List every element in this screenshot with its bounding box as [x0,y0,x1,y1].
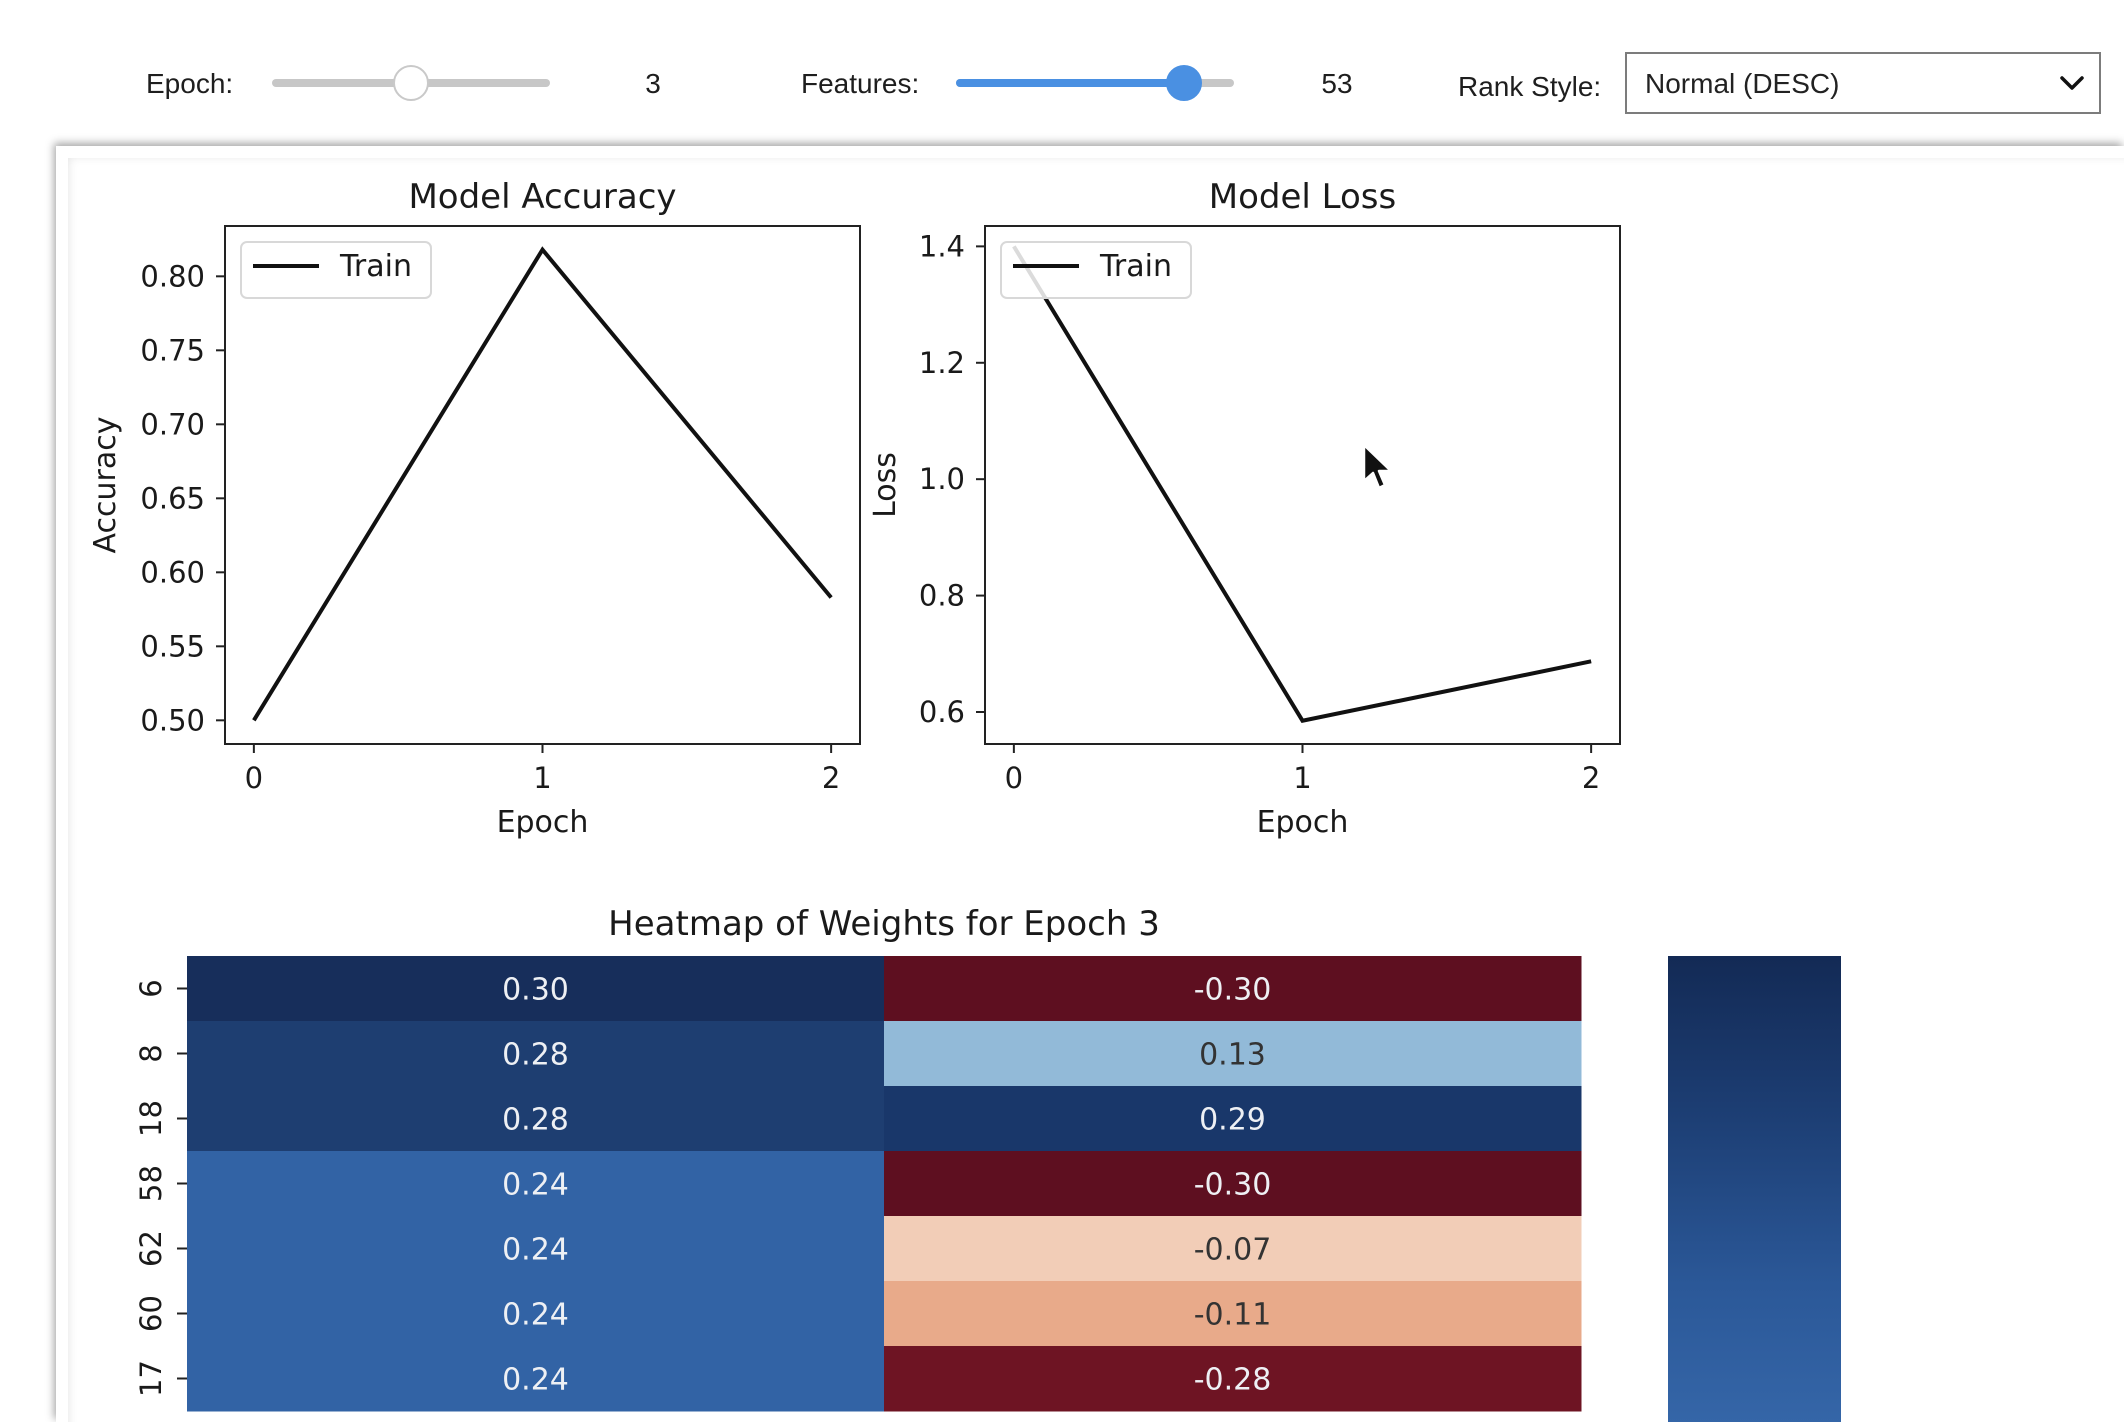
accuracy-x-ticks: 0 1 2 [245,744,840,795]
heatmap-cell [884,956,1582,1022]
mouse-cursor-icon [1362,443,1393,490]
heatmap-cells: 0.30 -0.30 0.28 0.13 0.28 0.29 0.24 -0.30 0.24 -0… [187,956,1582,1412]
heatmap-cell [187,1216,885,1282]
heatmap-cell-label: 0.24 [502,1233,569,1268]
rank-style-select[interactable]: Normal (DESC) [1625,52,2101,114]
accuracy-legend-box [240,241,432,299]
heatmap-cell [884,1151,1582,1217]
heatmap-row-label: 17 [134,1360,168,1397]
colorbar-gradient-bar [1668,956,1841,1422]
accuracy-x-tick-label: 1 [533,761,551,795]
heatmap-cell-label: 0.24 [502,1168,569,1203]
accuracy-y-ticks: 0.50 0.55 0.60 0.65 0.70 0.75 0.80 [140,259,225,737]
heatmap-cell [884,1021,1582,1087]
heatmap-cell-label: 0.28 [502,1103,569,1138]
heatmap-cell-label: 0.28 [502,1038,569,1073]
accuracy-legend: Train [240,241,432,299]
loss-x-tick-label: 2 [1582,761,1600,795]
heatmap-cell [884,1086,1582,1152]
heatmap-cell-label: -0.11 [1194,1298,1272,1333]
loss-plot-frame [984,225,1621,745]
heatmap-cell-label: -0.07 [1194,1233,1272,1268]
heatmap-row-label: 60 [134,1295,168,1332]
loss-chart-title: Model Loss [1209,177,1396,217]
loss-y-tick-label: 1.2 [919,346,965,380]
loss-x-ticks: 0 1 2 [1005,744,1600,795]
heatmap-cell [884,1346,1582,1412]
accuracy-y-label: Accuracy [88,417,123,554]
heatmap-cell-label: 0.30 [502,973,569,1008]
loss-series [1012,245,1592,723]
heatmap-cell-label: 0.24 [502,1363,569,1398]
loss-y-label: Loss [868,452,903,518]
heatmap-cell [187,1281,885,1347]
widget-controls: Epoch: 3 Features: 53 Rank Style: Normal… [0,0,2124,150]
heatmap-title: Heatmap of Weights for Epoch 3 [608,904,1160,944]
heatmap-cell [187,956,885,1022]
loss-x-tick-label: 0 [1005,761,1023,795]
epoch-value: 3 [645,68,661,99]
heatmap-cell-label: -0.28 [1194,1363,1272,1398]
accuracy-y-tick-label: 0.50 [140,703,205,737]
accuracy-legend-label: Train [339,249,412,284]
features-value: 53 [1321,68,1353,99]
features-label: Features: [801,68,920,99]
loss-x-tick-label: 1 [1293,761,1311,795]
accuracy-y-tick-label: 0.55 [140,629,205,663]
heatmap-cell-label: 0.29 [1199,1103,1266,1138]
heatmap-row-label: 8 [134,1044,168,1062]
loss-y-tick-label: 0.8 [919,579,965,613]
loss-chart: Model Loss 0.6 0.8 1.0 1.2 1.4 0 1 2 Loss Epoc… [868,177,1621,840]
loss-y-tick-label: 1.0 [919,462,965,496]
heatmap-row-label: 62 [134,1230,168,1267]
features-slider[interactable] [956,65,1234,101]
heatmap-cell [884,1281,1582,1347]
heatmap-colorbar [1668,956,1841,1422]
heatmap-cell-label: -0.30 [1194,973,1272,1008]
loss-y-tick-label: 1.4 [919,229,965,263]
heatmap-cell [187,1086,885,1152]
rank-style-label: Rank Style: [1458,71,1602,102]
heatmap-cell [187,1151,885,1217]
accuracy-series [252,246,833,722]
figure-canvas: Model Accuracy 0.500.550.600.650.700.750… [88,177,1841,1422]
heatmap-row-label: 18 [134,1100,168,1137]
loss-legend-label: Train [1099,249,1172,284]
loss-y-tick-label: 0.6 [919,695,965,729]
accuracy-plot-frame [224,225,861,745]
heatmap-cell [187,1346,885,1412]
accuracy-x-tick-label: 2 [822,761,840,795]
rank-style-selected-value: Normal (DESC) [1645,68,1840,99]
accuracy-chart: Model Accuracy 0.500.550.600.650.700.750… [88,177,861,840]
heatmap-cell-label: -0.30 [1194,1168,1272,1203]
weights-heatmap: Heatmap of Weights for Epoch 3 0.30 -0.30… [134,904,1841,1422]
epoch-label: Epoch: [146,68,234,99]
epoch-slider[interactable] [272,65,550,101]
heatmap-cell-label: 0.24 [502,1298,569,1333]
loss-x-label: Epoch [1257,805,1349,840]
accuracy-y-tick-label: 0.60 [140,555,205,589]
loss-train-line [1012,245,1592,723]
loss-legend-box [1000,241,1192,299]
heatmap-cell-label: 0.13 [1199,1038,1266,1073]
heatmap-row-ticks: 6 8 18 58 62 60 17 [134,979,187,1397]
features-slider-fill [956,79,1184,87]
accuracy-y-tick-label: 0.75 [140,333,205,367]
loss-y-ticks: 0.6 0.8 1.0 1.2 1.4 [919,229,985,729]
loss-legend: Train [1000,241,1192,299]
accuracy-train-line [252,246,833,722]
chevron-down-icon [2060,76,2084,90]
heatmap-row-label: 6 [134,979,168,997]
heatmap-row-label: 58 [134,1165,168,1202]
accuracy-y-tick-label: 0.80 [140,259,205,293]
heatmap-cell [884,1216,1582,1282]
accuracy-chart-title: Model Accuracy [408,177,676,217]
accuracy-y-tick-label: 0.70 [140,407,205,441]
heatmap-cell [187,1021,885,1087]
accuracy-x-tick-label: 0 [245,761,263,795]
accuracy-x-label: Epoch [497,805,589,840]
epoch-slider-handle[interactable] [393,65,429,101]
accuracy-y-tick-label: 0.65 [140,481,205,515]
features-slider-handle[interactable] [1165,65,1202,101]
